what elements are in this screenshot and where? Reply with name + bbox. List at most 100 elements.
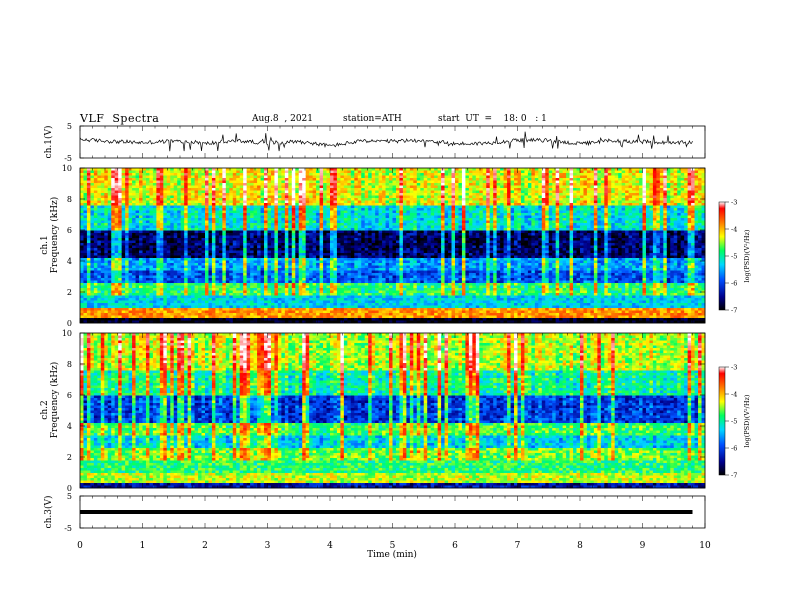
spectrogram-cell [194, 208, 199, 211]
spectrogram-cell [257, 245, 261, 249]
spectrogram-cell [232, 253, 237, 256]
spectrogram-cell [111, 243, 116, 246]
spectrogram-cell [142, 315, 147, 319]
spectrogram-cell [163, 320, 168, 324]
spectrogram-cell [350, 190, 355, 194]
spectrogram-cell [111, 263, 116, 266]
spectrogram-cell [284, 258, 289, 261]
spectrogram-cell [184, 235, 189, 239]
spectrogram-cell [211, 253, 216, 256]
spectrogram-cell [184, 288, 189, 291]
spectrogram-cell [156, 195, 161, 199]
spectrogram-cell [80, 195, 84, 199]
spectrogram-cell [208, 195, 213, 199]
spectrogram-cell [270, 245, 275, 249]
spectrogram-cell [135, 240, 140, 244]
spectrogram-cell [135, 188, 140, 191]
spectrogram-cell [114, 268, 119, 271]
spectrogram-cell [215, 188, 220, 191]
spectrogram-cell [236, 180, 241, 184]
spectrogram-cell [208, 228, 213, 231]
spectrogram-cell [326, 253, 331, 256]
spectrogram-cell [291, 188, 296, 191]
spectrogram-cell [215, 230, 220, 234]
spectrogram-cell [229, 200, 234, 204]
spectrogram-cell [107, 253, 112, 256]
spectrogram-cell [277, 233, 282, 236]
spectrogram-cell [83, 215, 88, 219]
spectrogram-cell [125, 308, 130, 311]
spectrogram-cell [145, 188, 150, 191]
spectrogram-cell [177, 270, 182, 274]
spectrogram-cell [267, 253, 272, 256]
spectrogram-cell [128, 265, 133, 269]
spectrogram-cell [145, 168, 150, 171]
spectrogram-cell [198, 255, 202, 259]
spectrogram-cell [97, 253, 102, 256]
spectrogram-cell [97, 183, 102, 186]
spectrogram-cell [139, 303, 143, 306]
spectrogram-cell [270, 258, 275, 261]
spectrogram-cell [142, 248, 147, 251]
spectrogram-cell [291, 233, 296, 236]
spectrogram-cell [316, 235, 320, 239]
spectrogram-cell [149, 275, 154, 279]
spectrogram-cell [298, 215, 303, 219]
spectrogram-cell [312, 175, 317, 179]
spectrogram-cell [184, 218, 189, 221]
spectrogram-cell [170, 198, 175, 201]
spectrogram-cell [97, 193, 102, 196]
spectrogram-cell [357, 193, 362, 196]
spectrogram-cell [302, 175, 307, 179]
spectrogram-cell [187, 278, 192, 281]
spectrogram-cell [215, 180, 220, 184]
spectrogram-cell [330, 250, 334, 254]
spectrogram-cell [232, 298, 237, 301]
spectrogram-cell [166, 278, 171, 281]
spectrogram-cell [142, 288, 147, 291]
spectrogram-cell [243, 220, 248, 224]
spectrogram-cell [180, 195, 185, 199]
spectrogram-cell [201, 280, 206, 284]
spectrogram-cell [336, 313, 341, 316]
spectrogram-cell [177, 258, 182, 261]
spectrogram-cell [274, 190, 279, 194]
spectrogram-cell [114, 170, 119, 174]
spectrogram-cell [166, 270, 171, 274]
spectrogram-cell [177, 318, 182, 321]
spectrogram-cell [343, 175, 348, 179]
spectrogram-cell [194, 250, 199, 254]
spectrogram-cell [232, 208, 237, 211]
spectrogram-cell [132, 245, 136, 249]
spectrogram-cell [170, 258, 175, 261]
spectrogram-cell [291, 193, 296, 196]
spectrogram-cell [111, 278, 116, 281]
spectrogram-cell [336, 315, 341, 319]
spectrogram-cell [118, 265, 123, 269]
spectrogram-cell [232, 255, 237, 259]
spectrogram-cell [132, 255, 136, 259]
spectrogram-cell [309, 220, 314, 224]
spectrogram-cell [156, 268, 161, 271]
spectrogram-cell [350, 218, 355, 221]
spectrogram-cell [184, 233, 189, 236]
spectrogram-cell [264, 223, 268, 226]
spectrogram-cell [166, 263, 171, 266]
spectrogram-cell [198, 175, 202, 179]
spectrogram-cell [281, 260, 286, 264]
spectrogram-cell [152, 305, 157, 309]
spectrogram-cell [187, 240, 192, 244]
spectrogram-cell [350, 258, 355, 261]
spectrogram-cell [201, 300, 206, 304]
spectrogram-cell [270, 178, 275, 181]
spectrogram-cell [121, 268, 126, 271]
spectrogram-cell [236, 223, 241, 226]
spectrogram-cell [347, 228, 352, 231]
spectrogram-cell [312, 283, 317, 286]
spectrogram-cell [93, 170, 98, 174]
spectrogram-cell [323, 255, 327, 259]
spectrogram-cell [166, 215, 171, 219]
spectrogram-cell [100, 275, 105, 279]
spectrogram-cell [184, 290, 189, 294]
spectrogram-cell [159, 300, 164, 304]
